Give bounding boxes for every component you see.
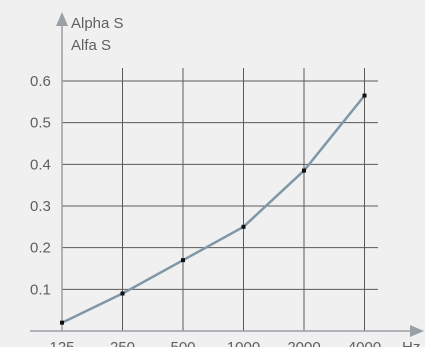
data-point — [241, 224, 246, 229]
x-tick-labels: 125 250 500 1000 2000 4000 — [49, 339, 381, 347]
x-axis-unit-label: Hz — [402, 339, 420, 347]
axes — [30, 12, 424, 337]
x-tick-label: 2000 — [287, 339, 320, 347]
y-tick-label: 0.3 — [30, 198, 51, 215]
data-point — [362, 93, 367, 98]
data-point — [302, 168, 306, 173]
y-tick-label: 0.4 — [30, 156, 51, 173]
x-tick-label: 1000 — [227, 339, 260, 347]
y-tick-labels: 0.1 0.2 0.3 0.4 0.5 0.6 — [30, 73, 51, 298]
x-tick-label: 500 — [170, 339, 195, 347]
x-axis-arrow — [410, 325, 424, 337]
x-tick-label: 125 — [49, 339, 74, 347]
y-tick-label: 0.2 — [30, 240, 51, 257]
y-axis-arrow — [56, 12, 68, 26]
y-tick-label: 0.6 — [30, 73, 51, 90]
y-tick-label: 0.5 — [30, 115, 51, 132]
data-point — [60, 320, 64, 325]
y-axis-title-line-2: Alfa S — [71, 37, 111, 54]
data-point — [181, 258, 185, 263]
data-point — [120, 291, 125, 296]
series-line — [61, 94, 366, 324]
grid — [62, 68, 378, 331]
y-tick-label: 0.1 — [30, 281, 51, 298]
x-tick-label: 250 — [110, 339, 135, 347]
x-tick-label: 4000 — [348, 339, 381, 347]
data-markers — [60, 93, 367, 325]
y-axis-title-line-1: Alpha S — [71, 15, 124, 32]
